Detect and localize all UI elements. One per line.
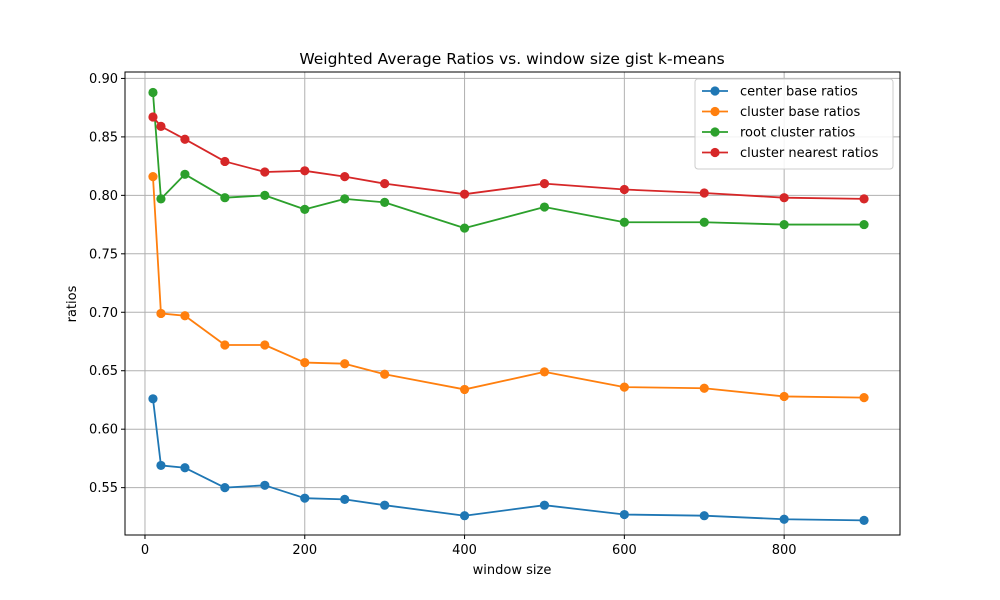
- series-group: [148, 87, 869, 525]
- chart-title: Weighted Average Ratios vs. window size …: [299, 50, 724, 68]
- data-point: [260, 340, 270, 350]
- data-point: [260, 167, 270, 177]
- legend-item: cluster nearest ratios: [702, 146, 879, 161]
- y-tick-label: 0.65: [89, 364, 118, 379]
- legend: center base ratios cluster base ratios roo…: [694, 78, 894, 170]
- y-tick-label: 0.70: [89, 306, 118, 321]
- data-point: [619, 382, 629, 392]
- data-point: [300, 166, 310, 176]
- data-point: [180, 311, 190, 321]
- data-point: [859, 515, 869, 525]
- data-point: [619, 217, 629, 227]
- data-point: [300, 357, 310, 368]
- data-point: [148, 112, 158, 122]
- data-point: [340, 359, 350, 369]
- grid: [125, 72, 900, 535]
- series-4: [148, 112, 869, 204]
- series-line: [152, 176, 865, 399]
- data-point: [156, 121, 166, 131]
- legend-label: cluster nearest ratios: [740, 146, 879, 161]
- data-point: [180, 134, 190, 144]
- data-point: [220, 156, 230, 167]
- data-point: [699, 383, 709, 393]
- data-point: [180, 169, 190, 179]
- x-axis-label: window size: [473, 563, 552, 578]
- data-point: [699, 188, 709, 198]
- data-point: [459, 511, 470, 521]
- data-point: [148, 172, 158, 182]
- data-point: [779, 219, 789, 230]
- data-point: [380, 197, 390, 207]
- series-1: [148, 394, 869, 525]
- data-point: [340, 494, 350, 504]
- data-point: [300, 493, 310, 503]
- y-tick-label: 0.75: [89, 247, 118, 262]
- data-point: [156, 308, 166, 319]
- data-point: [539, 367, 550, 377]
- data-point: [180, 463, 190, 473]
- data-point: [459, 189, 470, 199]
- data-point: [619, 509, 629, 520]
- series-line: [152, 398, 865, 522]
- data-point: [539, 500, 550, 510]
- x-tick-label: 800: [772, 543, 797, 558]
- data-point: [156, 194, 166, 204]
- data-point: [156, 460, 166, 471]
- data-point: [148, 87, 158, 98]
- y-tick-label: 0.85: [89, 130, 118, 145]
- y-axis-label: ratios: [65, 285, 80, 322]
- legend-item: root cluster ratios: [702, 126, 856, 141]
- x-tick-label: 200: [292, 543, 317, 558]
- data-point: [539, 202, 550, 212]
- x-tick-label: 400: [452, 543, 477, 558]
- y-tick-label: 0.60: [89, 423, 118, 438]
- legend-label: center base ratios: [740, 85, 858, 100]
- legend-marker: [710, 147, 720, 158]
- y-tick-label: 0.90: [89, 72, 118, 87]
- legend-label: cluster base ratios: [740, 105, 860, 120]
- data-point: [459, 223, 470, 233]
- y-tick-label: 0.55: [89, 481, 118, 496]
- data-point: [220, 483, 230, 493]
- legend-box: [694, 78, 894, 170]
- legend-item: center base ratios: [702, 85, 858, 100]
- series-line: [152, 116, 865, 200]
- legend-marker: [710, 127, 720, 137]
- axis-ticks: 0 200 400 600 800 0.55 0.60 0.65 0.70 0.75 0.80 0.8…: [89, 72, 797, 558]
- data-point: [859, 219, 869, 230]
- data-point: [148, 394, 158, 404]
- data-point: [699, 217, 709, 227]
- legend-item: cluster base ratios: [702, 105, 860, 120]
- data-point: [220, 340, 230, 350]
- data-point: [260, 190, 270, 200]
- series-2: [148, 172, 869, 403]
- legend-label: root cluster ratios: [740, 126, 856, 141]
- data-point: [859, 194, 869, 204]
- data-point: [859, 393, 869, 403]
- legend-marker: [710, 86, 720, 96]
- legend-marker: [710, 106, 720, 117]
- data-point: [380, 369, 390, 379]
- data-point: [300, 204, 310, 214]
- data-point: [699, 511, 709, 521]
- data-point: [779, 514, 789, 524]
- data-point: [619, 184, 629, 195]
- data-point: [380, 179, 390, 189]
- series-3: [148, 87, 869, 233]
- data-point: [340, 172, 350, 182]
- data-point: [340, 194, 350, 204]
- data-point: [539, 179, 550, 189]
- data-point: [220, 193, 230, 203]
- plot-frame: [124, 71, 901, 536]
- data-point: [459, 384, 470, 395]
- series-line: [152, 92, 865, 229]
- x-tick-label: 600: [612, 543, 637, 558]
- data-point: [779, 193, 789, 203]
- data-point: [260, 480, 270, 490]
- data-point: [779, 391, 789, 402]
- data-point: [380, 500, 390, 510]
- y-tick-label: 0.80: [89, 189, 118, 204]
- x-tick-label: 0: [141, 543, 149, 558]
